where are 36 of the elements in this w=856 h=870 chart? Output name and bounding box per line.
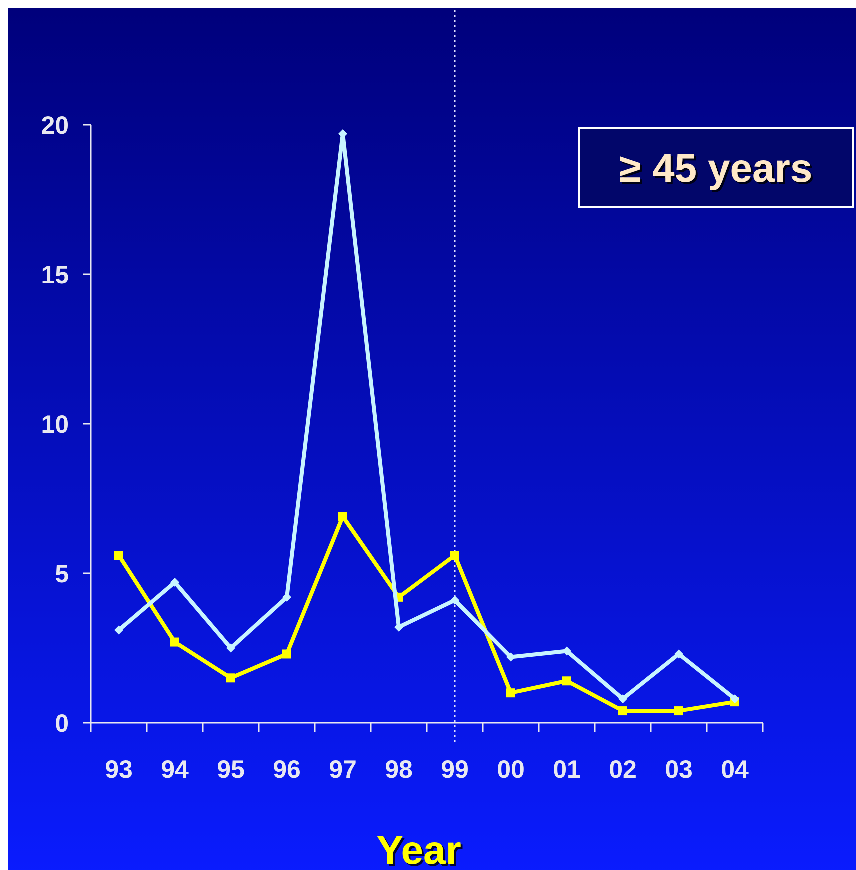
point	[170, 578, 180, 587]
y-tick-label: 20	[41, 112, 69, 140]
x-tick-label: 03	[665, 756, 693, 784]
point	[170, 638, 180, 647]
x-tick-label: 99	[441, 756, 469, 784]
point	[674, 650, 684, 659]
x-tick-label: 94	[161, 756, 189, 784]
y-tick-label: 5	[55, 560, 70, 588]
x-tick-label: 93	[105, 756, 133, 784]
y-tick-label: 15	[41, 261, 70, 290]
point	[562, 676, 572, 686]
point	[618, 706, 628, 716]
point	[114, 626, 124, 635]
x-tick-label: 02	[609, 756, 637, 784]
y-tick-label: 0	[55, 710, 69, 738]
point	[450, 551, 460, 560]
x-tick-label: 95	[217, 756, 245, 784]
x-tick-label: 97	[329, 756, 357, 784]
x-tick-label: 00	[497, 756, 525, 784]
y-tick-label: 10	[41, 410, 69, 439]
x-tick-label: 04	[721, 756, 749, 784]
point	[114, 551, 124, 560]
point	[338, 512, 348, 522]
x-axis-title: Year	[376, 829, 462, 870]
x-tick-label: 98	[385, 756, 413, 784]
x-tick-label: 96	[273, 756, 301, 784]
point	[674, 706, 684, 716]
point	[506, 688, 516, 698]
point	[282, 650, 292, 659]
x-tick-label: 01	[553, 756, 581, 784]
point	[618, 694, 628, 704]
point	[226, 674, 236, 683]
annotation: ≥ 45 years	[619, 147, 813, 191]
point	[730, 694, 740, 704]
point	[450, 596, 460, 605]
point	[226, 644, 236, 653]
